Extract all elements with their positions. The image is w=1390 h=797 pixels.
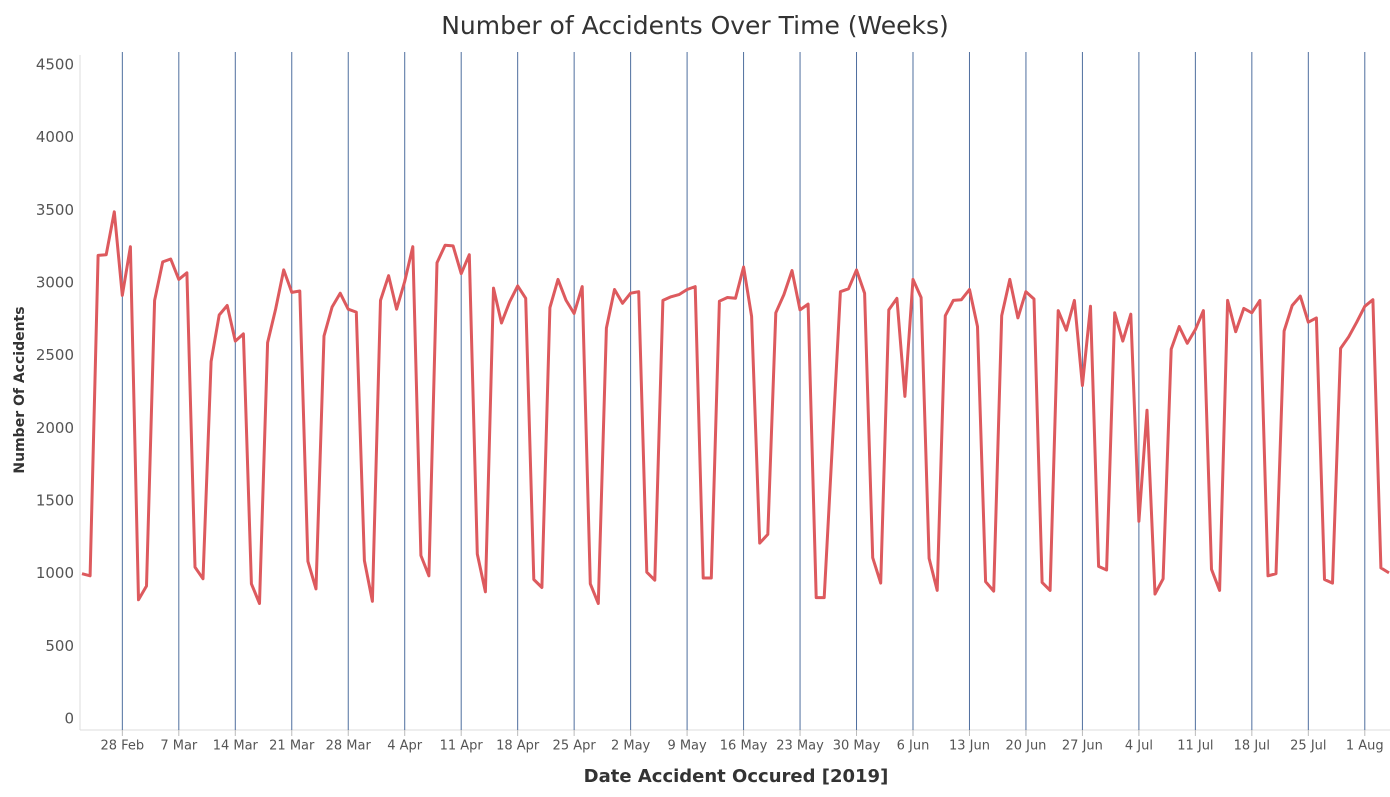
x-tick-label: 28 Mar bbox=[326, 739, 372, 754]
y-tick-label: 4500 bbox=[36, 56, 74, 74]
x-tick-label: 20 Jun bbox=[1005, 739, 1046, 754]
x-tick-label: 14 Mar bbox=[213, 739, 259, 754]
y-tick-label: 0 bbox=[64, 710, 74, 728]
x-tick-label: 18 Jul bbox=[1234, 739, 1270, 754]
y-axis-title: Number Of Accidents bbox=[12, 306, 28, 473]
x-tick-label: 28 Feb bbox=[100, 739, 144, 754]
data-line bbox=[81, 210, 1390, 605]
x-tick-label: 4 Apr bbox=[387, 739, 423, 754]
y-tick-label: 3000 bbox=[36, 274, 74, 292]
x-tick-label: 27 Jun bbox=[1062, 739, 1103, 754]
x-tick-label: 7 Mar bbox=[160, 739, 198, 754]
x-tick-label: 23 May bbox=[776, 739, 824, 754]
y-tick-label: 500 bbox=[45, 637, 74, 655]
y-tick-label: 1500 bbox=[36, 492, 74, 510]
x-tick-label: 11 Apr bbox=[440, 739, 484, 754]
x-tick-label: 25 Jul bbox=[1290, 739, 1326, 754]
x-axis-title: Date Accident Occured [2019] bbox=[584, 766, 889, 787]
x-tick-label: 18 Apr bbox=[496, 739, 540, 754]
x-tick-label: 21 Mar bbox=[269, 739, 315, 754]
x-tick-label: 16 May bbox=[720, 739, 768, 754]
x-tick-label: 4 Jul bbox=[1125, 739, 1153, 754]
x-tick-label: 9 May bbox=[667, 739, 707, 754]
y-tick-label: 3500 bbox=[36, 201, 74, 219]
chart-title: Number of Accidents Over Time (Weeks) bbox=[441, 11, 949, 40]
x-tick-label: 1 Aug bbox=[1346, 739, 1384, 754]
x-tick-label: 2 May bbox=[611, 739, 651, 754]
x-tick-label: 30 May bbox=[833, 739, 881, 754]
y-tick-label: 4000 bbox=[36, 128, 74, 146]
x-tick-label: 13 Jun bbox=[949, 739, 990, 754]
y-tick-label: 1000 bbox=[36, 564, 74, 582]
x-tick-label: 11 Jul bbox=[1177, 739, 1213, 754]
x-tick-label: 6 Jun bbox=[897, 739, 930, 754]
x-tick-label: 25 Apr bbox=[553, 739, 597, 754]
y-tick-label: 2000 bbox=[36, 419, 74, 437]
y-tick-label: 2500 bbox=[36, 346, 74, 364]
